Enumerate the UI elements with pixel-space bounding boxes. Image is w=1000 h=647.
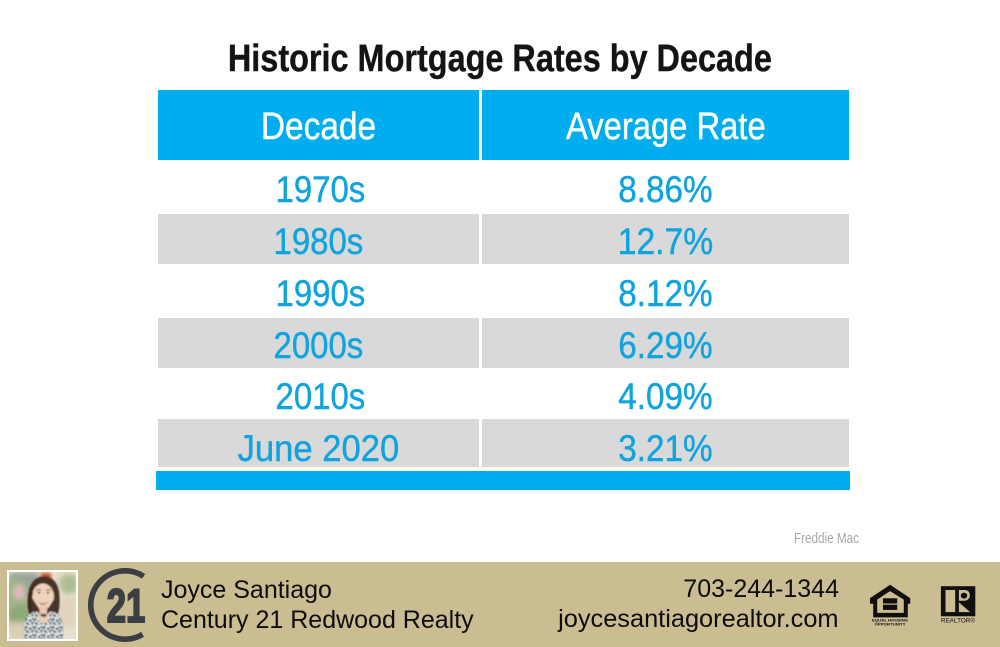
- svg-text:OPPORTUNITY: OPPORTUNITY: [875, 622, 907, 626]
- svg-text:EQUAL HOUSING: EQUAL HOUSING: [872, 618, 908, 622]
- svg-text:21: 21: [107, 579, 146, 633]
- svg-text:REALTOR®: REALTOR®: [941, 617, 976, 624]
